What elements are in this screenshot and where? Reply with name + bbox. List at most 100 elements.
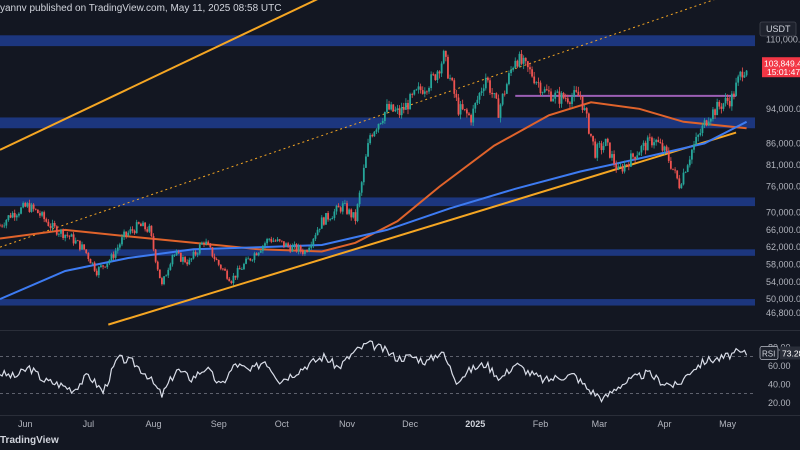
candle-body [407, 102, 409, 110]
currency-box[interactable] [759, 21, 797, 37]
time-tick-label: Sep [211, 419, 227, 429]
candle-body [41, 212, 43, 216]
candle-body [308, 247, 311, 252]
candle-body [398, 108, 401, 116]
candle-body [283, 241, 285, 247]
rsi-tick-label: 80.00 [768, 342, 791, 352]
current-price-label: 103,849.4 [764, 59, 800, 69]
price-tick-label: 62,000.0 [766, 242, 800, 252]
candle-body [32, 204, 35, 209]
candle-body [680, 184, 683, 189]
candle-body [665, 146, 668, 151]
candle-body [276, 239, 279, 242]
candle-body [709, 118, 712, 122]
candle-body [350, 209, 353, 218]
candle-body [142, 222, 144, 227]
candle-body [524, 57, 527, 62]
candle-body [596, 144, 599, 158]
candle-body [478, 92, 481, 100]
time-tick-label: Mar [592, 419, 608, 429]
candle-body [693, 144, 695, 150]
candle-body [676, 170, 679, 179]
candle-body [712, 109, 714, 119]
candle-body [167, 269, 170, 276]
candle-body [705, 120, 708, 126]
candle-body [43, 212, 46, 220]
candle-body [442, 50, 445, 64]
candle-body [411, 94, 414, 95]
candle-body [1, 225, 4, 227]
candle-body [627, 164, 630, 167]
candle-body [76, 240, 79, 242]
candle-body [39, 213, 41, 216]
candle-body [484, 77, 487, 89]
candle-body [739, 71, 742, 77]
candle-body [638, 152, 641, 156]
candle-body [177, 252, 180, 254]
candle-body [497, 98, 500, 118]
candle-body [541, 92, 544, 94]
candle-body [426, 91, 428, 93]
rsi-tick-label: 20.00 [768, 398, 791, 408]
candle-body [745, 70, 748, 76]
candle-body [182, 257, 184, 262]
candle-body [587, 113, 590, 134]
candle-body [686, 165, 689, 172]
candle-body [322, 217, 325, 225]
candle-body [11, 213, 14, 218]
candle-body [95, 270, 98, 276]
candle-body [743, 75, 746, 78]
candle-body [726, 97, 729, 101]
candle-body [684, 171, 687, 173]
candle-body [72, 234, 75, 244]
candle-body [413, 90, 416, 95]
candle-body [255, 253, 258, 256]
time-tick-label: Oct [275, 419, 290, 429]
candle-body [240, 269, 243, 270]
candle-body [354, 212, 357, 221]
candle-body [118, 244, 121, 248]
support-zone-2 [0, 197, 755, 207]
price-tick-label: 86,000.0 [766, 138, 800, 148]
candle-body [432, 74, 435, 76]
candle-body [451, 77, 454, 81]
candle-body [341, 203, 344, 212]
candle-body [163, 276, 165, 285]
candle-body [337, 205, 340, 208]
candle-body [34, 208, 37, 210]
candle-body [289, 246, 292, 252]
candle-body [213, 256, 216, 260]
candle-body [444, 50, 447, 57]
candle-body [606, 138, 609, 143]
candle-body [230, 281, 233, 283]
candle-body [651, 137, 653, 146]
candle-body [64, 234, 67, 238]
candle-body [200, 242, 203, 245]
candle-body [386, 103, 388, 112]
candle-body [79, 240, 81, 250]
time-tick-label: Apr [658, 419, 672, 429]
candle-body [257, 252, 260, 256]
candle-body [251, 259, 254, 261]
candle-body [331, 217, 334, 220]
candle-body [510, 69, 512, 74]
candle-body [449, 77, 451, 79]
candle-body [573, 90, 576, 98]
candle-body [74, 240, 77, 244]
candle-body [15, 215, 18, 218]
candle-body [505, 84, 508, 94]
candle-body [718, 101, 721, 107]
candle-body [259, 250, 262, 253]
candle-body [476, 99, 479, 103]
candle-body [222, 268, 224, 270]
price-tick-label: 46,800.0 [766, 308, 800, 318]
channel-upper-line [0, 0, 318, 151]
candle-body [564, 98, 567, 99]
price-tick-label: 94,000.0 [766, 104, 800, 114]
candle-body [608, 142, 611, 158]
candle-body [9, 215, 12, 218]
candle-body [503, 93, 506, 95]
candle-body [24, 203, 27, 207]
candle-body [419, 86, 422, 91]
